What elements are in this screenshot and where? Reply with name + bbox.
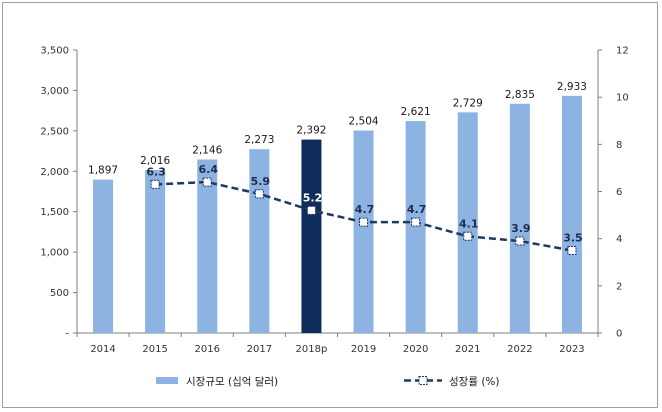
bar-2016 — [197, 159, 218, 333]
x-tick-label: 2019 — [351, 344, 376, 355]
bar-value-label: 2,729 — [453, 97, 483, 109]
growth-rate-label: 5.2 — [303, 191, 323, 204]
x-tick-label: 2020 — [403, 344, 428, 355]
bar-2015 — [145, 169, 166, 333]
growth-rate-label: 4.7 — [407, 203, 427, 216]
x-tick-label: 2018p — [296, 344, 328, 355]
y-left-tick-label: 1,500 — [40, 207, 69, 218]
growth-rate-marker — [359, 217, 369, 227]
growth-rate-marker — [463, 231, 473, 241]
y-left-tick-label: 3,000 — [40, 86, 69, 97]
y-left-tick-label: - — [65, 329, 69, 340]
bar-2023 — [561, 95, 582, 333]
growth-rate-marker — [202, 177, 212, 187]
y-right-tick-label: 0 — [616, 329, 622, 340]
growth-rate-label: 4.7 — [355, 203, 375, 216]
bar-2019 — [353, 130, 374, 333]
growth-rate-marker — [411, 217, 421, 227]
y-right-tick-label: 4 — [616, 234, 622, 245]
growth-rate-label: 6.3 — [146, 165, 166, 178]
y-right-tick-label: 8 — [616, 140, 622, 151]
growth-rate-label: 3.9 — [511, 222, 531, 235]
y-right-tick-label: 6 — [616, 187, 622, 198]
y-left-tick-label: 2,000 — [40, 167, 69, 178]
bar-value-label: 2,933 — [557, 81, 587, 93]
y-right-tick-label: 10 — [616, 93, 629, 104]
bar-value-label: 2,835 — [505, 89, 535, 101]
bar-value-label: 2,392 — [296, 125, 326, 137]
growth-rate-label: 5.9 — [251, 175, 271, 188]
bar-2022 — [509, 103, 530, 334]
legend-bar-swatch — [156, 377, 178, 384]
bar-2014 — [93, 179, 114, 333]
bar-2020 — [405, 121, 426, 333]
x-tick-label: 2014 — [90, 344, 115, 355]
legend-bar-label: 시장규모 (십억 달러) — [186, 376, 278, 388]
x-tick-label: 2021 — [455, 344, 480, 355]
bar-2018p — [301, 139, 322, 333]
x-tick-label: 2022 — [507, 344, 532, 355]
bar-value-label: 2,016 — [140, 155, 170, 167]
x-tick-label: 2023 — [559, 344, 584, 355]
bar-2021 — [457, 112, 478, 334]
legend-line-marker — [418, 376, 428, 385]
growth-rate-marker — [567, 245, 577, 255]
growth-rate-label: 4.1 — [459, 217, 479, 230]
x-tick-label: 2016 — [195, 344, 220, 355]
x-tick-label: 2015 — [142, 344, 167, 355]
legend-line-label: 성장률 (%) — [449, 376, 500, 388]
bar-value-label: 2,273 — [244, 134, 274, 146]
growth-rate-label: 3.5 — [563, 231, 583, 244]
y-left-tick-label: 1,000 — [40, 248, 69, 259]
y-left-tick-label: 500 — [50, 288, 69, 299]
y-left-tick-label: 2,500 — [40, 126, 69, 137]
growth-rate-marker — [515, 236, 525, 246]
y-left-tick-label: 3,500 — [40, 46, 69, 57]
bar-value-label: 1,897 — [88, 165, 118, 177]
growth-rate-label: 6.4 — [199, 163, 219, 176]
x-tick-label: 2017 — [247, 344, 272, 355]
growth-rate-marker — [254, 189, 264, 199]
y-right-tick-label: 12 — [616, 46, 629, 57]
bar-value-label: 2,504 — [349, 116, 379, 128]
bar-value-label: 2,621 — [401, 106, 431, 118]
y-right-tick-label: 2 — [616, 281, 622, 292]
growth-rate-marker — [150, 179, 160, 189]
growth-rate-marker — [306, 205, 316, 215]
bar-value-label: 2,146 — [192, 144, 222, 156]
